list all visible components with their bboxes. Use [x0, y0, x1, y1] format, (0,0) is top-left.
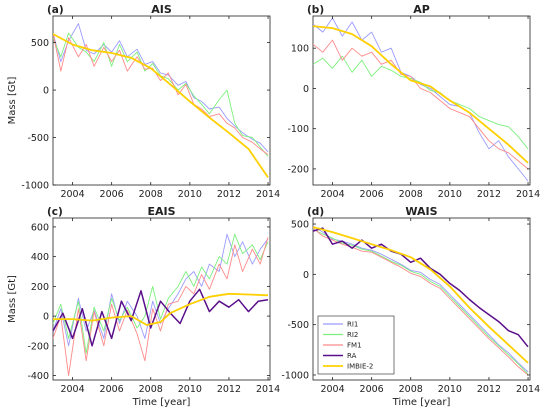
- series-line-ri2: [313, 228, 529, 375]
- x-tick-label: 2012: [217, 189, 241, 200]
- panel-label: (a): [47, 4, 64, 16]
- legend-label: RI2: [347, 331, 358, 339]
- series-line-fm1: [313, 39, 529, 170]
- y-tick-label: -500: [287, 320, 309, 331]
- series-line-ri1: [53, 233, 269, 347]
- series-line-ri1: [313, 17, 529, 182]
- legend-item: FM1: [323, 342, 362, 350]
- series-line-imbie-2: [53, 292, 269, 326]
- panel-title: WAIS: [405, 205, 437, 218]
- y-tick-label: -500: [27, 133, 49, 144]
- series-line-ri1: [313, 225, 529, 373]
- plot-frame: [52, 15, 271, 186]
- series-line-fm1: [53, 237, 269, 376]
- x-tick-label: 2010: [178, 384, 202, 395]
- y-tick-label: -200: [27, 341, 49, 352]
- y-tick-label: -1000: [21, 181, 49, 192]
- x-tick-label: 2006: [100, 384, 124, 395]
- y-tick-label: 400: [31, 252, 49, 263]
- x-tick-label: 2006: [100, 189, 124, 200]
- y-tick-label: 100: [291, 44, 309, 55]
- plot-area: 2004 2006 2008 2010 2012 2014 -200 -100 0 100: [287, 15, 540, 200]
- series-group: [313, 225, 529, 376]
- x-tick-label: 2006: [360, 384, 384, 395]
- y-axis-label: Mass [Gt]: [7, 275, 18, 323]
- x-tick-label: 2012: [477, 384, 501, 395]
- x-tick-label: 2010: [438, 189, 462, 200]
- legend-label: IMBIE-2: [347, 363, 373, 371]
- x-tick-label: 2008: [399, 384, 423, 395]
- y-axis-label: Mass [Gt]: [7, 76, 18, 124]
- series-group: [53, 23, 269, 178]
- panel-title: AP: [413, 3, 430, 16]
- y-tick-label: 500: [291, 220, 309, 231]
- y-tick-label: -100: [287, 124, 309, 135]
- series-line-imbie-2: [53, 33, 269, 178]
- x-tick-label: 2012: [477, 189, 501, 200]
- y-tick-label: -1000: [281, 370, 309, 381]
- legend: RI1 RI2 FM1 RA IMBIE-2: [317, 315, 395, 375]
- series-line-ra: [313, 227, 529, 348]
- x-tick-label: 2004: [60, 189, 84, 200]
- series-line-ri2: [53, 233, 269, 354]
- y-tick-label: 0: [303, 84, 309, 95]
- y-tick-label: 0: [43, 86, 49, 97]
- legend-item: RI2: [323, 331, 358, 339]
- y-tick-label: 500: [31, 38, 49, 49]
- x-axis-label: Time [year]: [132, 397, 191, 408]
- x-tick-label: 2004: [320, 189, 344, 200]
- x-tick-label: 2010: [438, 384, 462, 395]
- series-line-ra: [53, 288, 269, 347]
- panel-wais: (d) WAIS Time [year] 2004 2006 2008 2010 201…: [281, 205, 540, 408]
- x-tick-label: 2006: [360, 189, 384, 200]
- legend-label: RI1: [347, 321, 358, 329]
- x-tick-label: 2008: [139, 189, 163, 200]
- series-group: [53, 233, 269, 376]
- legend-item: IMBIE-2: [323, 363, 373, 371]
- x-tick-label: 2004: [60, 384, 84, 395]
- y-tick-label: -400: [27, 371, 49, 382]
- legend-item: RA: [323, 352, 357, 360]
- y-tick-label: -200: [287, 164, 309, 175]
- x-axis-label: Time [year]: [392, 397, 451, 408]
- panel-title: EAIS: [147, 205, 175, 218]
- plot-frame: [312, 15, 531, 186]
- x-tick-label: 2004: [320, 384, 344, 395]
- y-tick-label: 0: [43, 312, 49, 323]
- panel-label: (d): [307, 206, 324, 218]
- plot-area: 2004 2006 2008 2010 2012 2014 -1000 -500 0 500: [21, 15, 280, 200]
- series-line-imbie-2: [313, 226, 529, 364]
- y-tick-label: 600: [31, 222, 49, 233]
- x-tick-label: 2012: [217, 384, 241, 395]
- panel-label: (b): [307, 4, 324, 16]
- plot-frame: [52, 217, 271, 381]
- series-group: [313, 17, 529, 182]
- x-tick-label: 2008: [399, 189, 423, 200]
- series-line-ri2: [313, 55, 529, 150]
- legend-label: RA: [347, 352, 357, 360]
- panel-ap: (b) AP 2004 2006 2008 2010 2012 2014 -200 -100 0…: [287, 3, 540, 200]
- x-tick-label: 2014: [516, 189, 540, 200]
- panel-label: (c): [47, 206, 63, 218]
- legend-item: RI1: [323, 321, 358, 329]
- x-tick-label: 2010: [178, 189, 202, 200]
- panel-eais: (c) EAIS Mass [Gt] Time [year] 2004 2006 2…: [7, 205, 280, 408]
- series-line-fm1: [53, 33, 269, 155]
- panel-title: AIS: [151, 3, 172, 16]
- x-tick-label: 2014: [516, 384, 540, 395]
- panel-ais: (a) AIS Mass [Gt] 2004 2006 2008 2010 2012 20…: [7, 3, 280, 200]
- x-tick-label: 2014: [256, 384, 280, 395]
- x-tick-label: 2014: [256, 189, 280, 200]
- y-tick-label: 0: [303, 270, 309, 281]
- y-tick-label: 200: [31, 282, 49, 293]
- x-tick-label: 2008: [139, 384, 163, 395]
- legend-label: FM1: [347, 342, 362, 350]
- series-line-imbie-2: [313, 25, 529, 164]
- plot-area: 2004 2006 2008 2010 2012 2014 -400 -200 0 200 400 6…: [27, 217, 280, 395]
